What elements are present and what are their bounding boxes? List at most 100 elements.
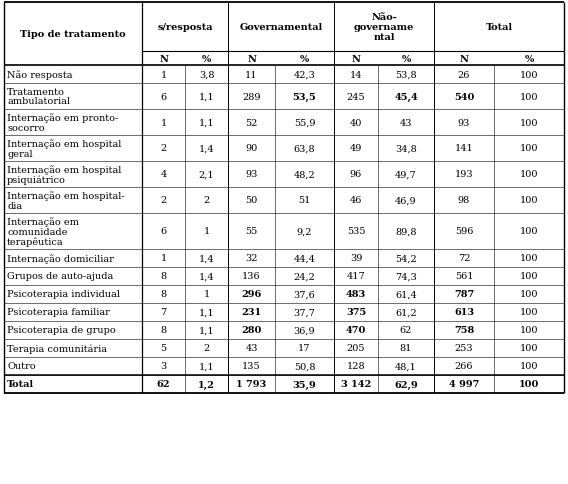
Text: 93: 93 [245,170,258,179]
Text: 50: 50 [245,196,258,205]
Text: 758: 758 [454,326,474,335]
Text: 8: 8 [160,326,166,335]
Text: 1,4: 1,4 [199,254,214,263]
Text: 74,3: 74,3 [395,272,417,281]
Text: %: % [202,54,211,63]
Text: 136: 136 [242,272,261,281]
Text: Psicoterapia individual: Psicoterapia individual [7,290,120,299]
Text: 37,7: 37,7 [294,308,315,317]
Text: 3 142: 3 142 [341,380,371,389]
Text: 1: 1 [203,290,210,299]
Text: 1,1: 1,1 [199,362,214,371]
Text: Internação em hospital-
dia: Internação em hospital- dia [7,191,124,210]
Text: 36,9: 36,9 [294,326,315,335]
Text: 32: 32 [245,254,258,263]
Text: 417: 417 [346,272,365,281]
Text: 100: 100 [520,344,538,353]
Text: 128: 128 [346,362,365,371]
Text: 62: 62 [400,326,412,335]
Text: 100: 100 [520,326,538,335]
Text: 61,4: 61,4 [395,290,417,299]
Text: N: N [247,54,256,63]
Text: 49: 49 [350,144,362,153]
Text: N: N [460,54,469,63]
Text: 535: 535 [346,227,365,236]
Text: 540: 540 [454,92,474,101]
Text: 89,8: 89,8 [395,227,417,236]
Text: Grupos de auto-ajuda: Grupos de auto-ajuda [7,272,113,281]
Text: 100: 100 [520,92,538,101]
Text: 93: 93 [458,118,470,127]
Text: 296: 296 [241,290,262,299]
Text: 4 997: 4 997 [449,380,479,389]
Text: 561: 561 [455,272,473,281]
Text: Tipo de tratamento: Tipo de tratamento [20,30,126,39]
Text: 596: 596 [455,227,473,236]
Text: 253: 253 [455,344,473,353]
Text: 37,6: 37,6 [294,290,315,299]
Text: 141: 141 [454,144,473,153]
Text: 3: 3 [160,362,166,371]
Text: 1,1: 1,1 [199,118,214,127]
Text: 26: 26 [458,70,470,79]
Text: s/resposta: s/resposta [157,23,213,32]
Text: 1 793: 1 793 [236,380,266,389]
Text: 9,2: 9,2 [296,227,312,236]
Text: 5: 5 [160,344,166,353]
Text: 100: 100 [520,170,538,179]
Text: 14: 14 [350,70,362,79]
Text: 51: 51 [298,196,311,205]
Text: 205: 205 [346,344,365,353]
Text: 2: 2 [203,196,210,205]
Text: 3,8: 3,8 [199,70,214,79]
Text: 100: 100 [520,70,538,79]
Text: 1: 1 [160,254,166,263]
Text: 96: 96 [350,170,362,179]
Text: 45,4: 45,4 [394,92,418,101]
Text: 1,1: 1,1 [199,92,214,101]
Text: 17: 17 [298,344,311,353]
Text: 289: 289 [242,92,261,101]
Text: Não-
govername
ntal: Não- govername ntal [354,13,414,42]
Text: 34,8: 34,8 [395,144,417,153]
Text: 100: 100 [520,118,538,127]
Text: 40: 40 [350,118,362,127]
Text: 62: 62 [157,380,170,389]
Text: 44,4: 44,4 [294,254,315,263]
Text: 50,8: 50,8 [294,362,315,371]
Text: 72: 72 [458,254,470,263]
Text: 46,9: 46,9 [395,196,417,205]
Text: Outro: Outro [7,362,36,371]
Text: 24,2: 24,2 [294,272,315,281]
Text: N: N [159,54,168,63]
Text: 787: 787 [454,290,474,299]
Text: 55,9: 55,9 [294,118,315,127]
Text: 100: 100 [520,362,538,371]
Text: 11: 11 [245,70,258,79]
Text: 135: 135 [242,362,261,371]
Text: 48,1: 48,1 [395,362,417,371]
Text: 100: 100 [519,380,539,389]
Text: 35,9: 35,9 [293,380,316,389]
Text: 8: 8 [160,290,166,299]
Text: %: % [402,54,411,63]
Text: 100: 100 [520,308,538,317]
Text: %: % [300,54,309,63]
Text: N: N [352,54,361,63]
Text: 100: 100 [520,254,538,263]
Text: 52: 52 [245,118,258,127]
Text: Internação em pronto-
socorro: Internação em pronto- socorro [7,113,118,132]
Text: 4: 4 [160,170,166,179]
Text: 375: 375 [346,308,366,317]
Text: 62,9: 62,9 [394,380,418,389]
Text: 49,7: 49,7 [395,170,417,179]
Text: 280: 280 [241,326,262,335]
Text: 100: 100 [520,196,538,205]
Text: 2: 2 [160,196,166,205]
Text: 266: 266 [455,362,473,371]
Text: Tratamento
ambulatorial: Tratamento ambulatorial [7,88,70,106]
Text: 81: 81 [400,344,412,353]
Text: Internação em
comunidade
terapêutica: Internação em comunidade terapêutica [7,217,79,246]
Text: Total: Total [7,380,34,389]
Text: 43: 43 [400,118,412,127]
